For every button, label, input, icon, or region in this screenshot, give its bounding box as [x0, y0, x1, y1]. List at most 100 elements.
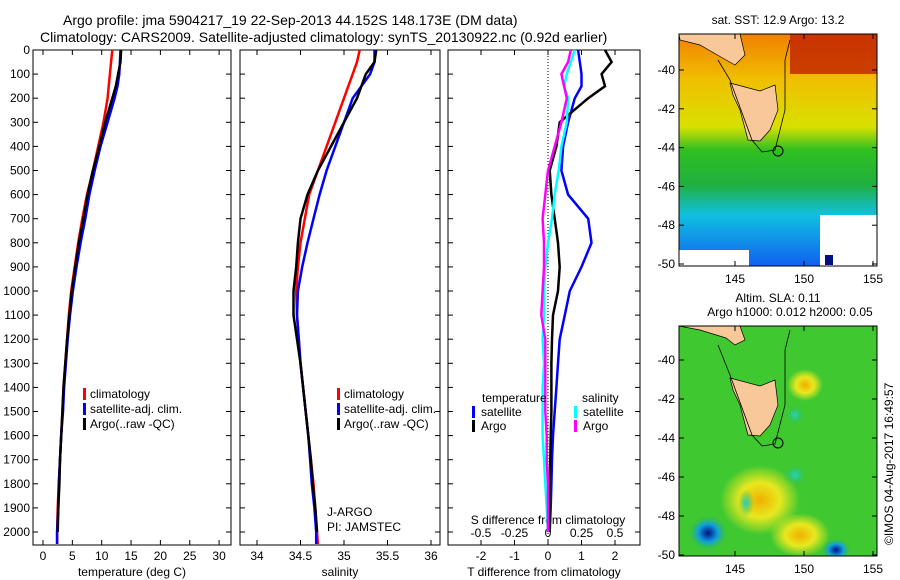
- lon-tick-label: 150: [794, 272, 814, 286]
- lat-tick-label: -50: [658, 257, 676, 271]
- argo-location-marker: [772, 145, 784, 157]
- sla-low-anomaly: [783, 464, 807, 486]
- x-tick-label: 34.5: [289, 549, 313, 563]
- sla-high-anomaly: [770, 513, 830, 556]
- lat-tick-label: -50: [658, 548, 676, 562]
- isobath-contour: [717, 39, 791, 153]
- x-axis-label: salinity: [322, 565, 359, 579]
- lon-tick-label: 155: [863, 272, 883, 286]
- x-axis-label: temperature (deg C): [78, 565, 186, 579]
- legend-label: satellite: [481, 405, 522, 419]
- legend-title-temperature: temperature: [482, 391, 547, 405]
- y-tick-label: 700: [10, 212, 30, 226]
- y-tick-label: 100: [10, 67, 30, 81]
- lon-tick-label: 155: [863, 562, 883, 576]
- sla-map-subtitle: Argo h1000: 0.012 h2000: 0.05: [707, 305, 873, 319]
- series-line-temperature-satellite: [548, 49, 593, 533]
- panel-frame: [32, 49, 232, 546]
- x-tick-label: -1: [509, 549, 520, 563]
- y-tick-label: 1300: [3, 356, 30, 370]
- x-tick-label: 35.5: [376, 549, 400, 563]
- y-tick-label: 300: [10, 115, 30, 129]
- credit-text: ©IMOS 04-Aug-2017 16:49:57: [882, 382, 896, 545]
- panel-frame: [239, 49, 441, 546]
- lat-tick-label: -44: [658, 431, 676, 445]
- figure-title-line2: Climatology: CARS2009. Satellite-adjuste…: [40, 29, 608, 45]
- x-tick-label: 10: [95, 549, 109, 563]
- sla-low-anomaly: [738, 489, 754, 517]
- y-tick-label: 2000: [3, 525, 30, 539]
- lat-tick-label: -40: [658, 353, 676, 367]
- sla-map: [679, 326, 877, 556]
- float-pi: PI: JAMSTEC: [327, 520, 401, 534]
- sst-map-frame: [678, 33, 878, 267]
- x-tick-label: 20: [154, 549, 168, 563]
- panel-frame: [447, 49, 641, 546]
- x-tick-label: 15: [124, 549, 138, 563]
- legend-swatch: [83, 388, 86, 400]
- x-tick-label: 2: [612, 549, 619, 563]
- s-tick-label: 0.5: [607, 526, 624, 540]
- x-tick-label: 34: [250, 549, 264, 563]
- legend-label: satellite-adj. clim.: [344, 402, 436, 416]
- argo-location-marker: [772, 437, 784, 449]
- mainland-land: [679, 34, 746, 66]
- y-tick-label: 1900: [3, 501, 30, 515]
- lat-tick-label: -42: [658, 102, 676, 116]
- lat-tick-label: -44: [658, 141, 676, 155]
- legend-swatch: [83, 403, 86, 415]
- sla-map-title: Altim. SLA: 0.11: [735, 291, 820, 305]
- legend-label: satellite: [583, 405, 624, 419]
- series-line-temperature-argo: [548, 49, 614, 532]
- s-tick-label: -0.5: [471, 526, 492, 540]
- sla-low-anomaly: [821, 538, 851, 556]
- y-tick-label: 1000: [3, 284, 30, 298]
- lat-tick-label: -46: [658, 470, 676, 484]
- x-tick-label: 25: [183, 549, 197, 563]
- sst-missing-data: [679, 250, 749, 266]
- y-tick-label: 1200: [3, 332, 30, 346]
- lon-tick-label: 145: [725, 272, 745, 286]
- y-tick-label: 900: [10, 260, 30, 274]
- legend-label: climatology: [90, 387, 150, 401]
- y-tick-label: 1800: [3, 477, 30, 491]
- y-tick-label: 1400: [3, 380, 30, 394]
- lat-tick-label: -48: [658, 509, 676, 523]
- legend-label: climatology: [344, 387, 404, 401]
- legend-title-salinity: salinity: [582, 391, 619, 405]
- float-operator: J-ARGO: [327, 505, 372, 519]
- figure-title-line1: Argo profile: jma 5904217_19 22-Sep-2013…: [63, 12, 518, 28]
- lat-tick-label: -46: [658, 179, 676, 193]
- series-line-climatology: [294, 49, 361, 545]
- x-tick-label: 30: [212, 549, 226, 563]
- y-tick-label: 200: [10, 91, 30, 105]
- sla-low-anomaly: [688, 515, 728, 551]
- s-tick-label: -0.25: [501, 526, 529, 540]
- lat-tick-label: -48: [658, 218, 676, 232]
- x-tick-label: 5: [69, 549, 76, 563]
- sst-map-title: sat. SST: 12.9 Argo: 13.2: [712, 13, 845, 27]
- x-tick-label: 0: [40, 549, 47, 563]
- legend-swatch: [574, 406, 577, 418]
- legend-swatch: [337, 403, 340, 415]
- legend-label: Argo: [583, 419, 609, 433]
- x-tick-label: 36: [424, 549, 438, 563]
- x-tick-label: -2: [476, 549, 487, 563]
- isobath-contour: [717, 329, 791, 447]
- sla-low-anomaly: [785, 405, 805, 425]
- y-tick-label: 1700: [3, 453, 30, 467]
- y-tick-label: 600: [10, 188, 30, 202]
- legend-label: Argo(..raw -QC): [90, 417, 175, 431]
- x-tick-label: 0: [545, 549, 552, 563]
- sst-cold-cell: [825, 255, 833, 265]
- x-tick-label: 35: [337, 549, 351, 563]
- y-tick-label: 1600: [3, 429, 30, 443]
- legend-label: satellite-adj. clim.: [90, 402, 182, 416]
- profile-panel-2: 34 34.5 35 35.5 36 salinity climatologysatelli…: [239, 49, 441, 579]
- series-line-salinity-argo: [540, 49, 573, 532]
- series-line-argo-raw-qc-: [292, 49, 378, 533]
- sst-warm-patch: [790, 34, 877, 74]
- legend-swatch: [337, 388, 340, 400]
- y-tick-label: 1500: [3, 405, 30, 419]
